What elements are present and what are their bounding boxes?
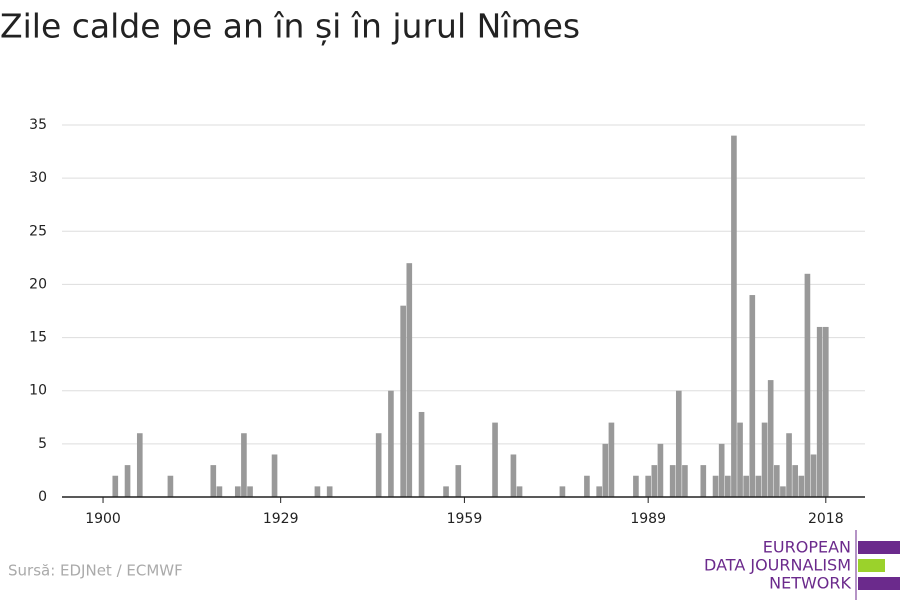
bar bbox=[516, 486, 523, 497]
bar bbox=[608, 422, 615, 497]
y-tick-label: 15 bbox=[29, 330, 47, 346]
bar bbox=[375, 433, 382, 497]
bar bbox=[731, 135, 737, 497]
bar bbox=[247, 486, 253, 497]
bar bbox=[510, 454, 517, 497]
bar bbox=[326, 486, 333, 497]
bar bbox=[633, 475, 639, 497]
bar bbox=[718, 443, 725, 497]
bar bbox=[675, 390, 682, 497]
bar bbox=[167, 475, 174, 497]
logo-text: EUROPEAN bbox=[763, 538, 851, 557]
bar bbox=[112, 475, 119, 497]
bar bbox=[780, 486, 786, 497]
bar bbox=[786, 433, 792, 497]
bar bbox=[822, 326, 829, 497]
bar bbox=[443, 486, 449, 497]
bar bbox=[700, 465, 707, 497]
bar bbox=[124, 465, 131, 497]
bar bbox=[216, 486, 223, 497]
bar bbox=[798, 475, 805, 497]
bar bbox=[388, 390, 394, 497]
bar bbox=[651, 465, 658, 497]
bar bbox=[418, 411, 425, 497]
bar bbox=[743, 475, 749, 497]
bar bbox=[584, 475, 590, 497]
x-tick-label: 2018 bbox=[808, 511, 844, 527]
bar bbox=[810, 454, 817, 497]
x-tick-label: 1900 bbox=[85, 511, 121, 527]
bar bbox=[455, 465, 462, 497]
bar bbox=[314, 486, 321, 497]
logo-text: DATA JOURNALISM bbox=[704, 556, 851, 575]
bar bbox=[792, 465, 798, 497]
logo-bar bbox=[858, 577, 900, 590]
bar bbox=[712, 475, 719, 497]
bar bbox=[816, 326, 823, 497]
bar bbox=[773, 465, 780, 497]
bar bbox=[669, 465, 676, 497]
bar bbox=[761, 422, 768, 497]
y-tick-label: 20 bbox=[29, 276, 47, 292]
source: Sursă: EDJNet / ECMWF bbox=[8, 562, 183, 580]
bar bbox=[596, 486, 602, 497]
x-tick-label: 1959 bbox=[447, 511, 483, 527]
logo-bar bbox=[858, 541, 900, 554]
x-tick-label: 1929 bbox=[263, 511, 299, 527]
bar bbox=[682, 465, 688, 497]
bar bbox=[755, 475, 762, 497]
bar bbox=[136, 433, 143, 497]
bar bbox=[400, 305, 406, 497]
bar bbox=[234, 486, 241, 497]
bar bbox=[804, 273, 811, 497]
y-tick-label: 25 bbox=[29, 223, 47, 239]
y-tick-label: 0 bbox=[38, 489, 47, 505]
x-tick-label: 1989 bbox=[630, 511, 666, 527]
y-tick-label: 10 bbox=[29, 383, 47, 399]
bar bbox=[271, 454, 278, 497]
bar bbox=[241, 433, 247, 497]
bar bbox=[645, 475, 651, 497]
bar bbox=[602, 443, 609, 497]
bar bbox=[559, 486, 566, 497]
logo-text: NETWORK bbox=[769, 574, 851, 593]
logo-bar bbox=[858, 559, 885, 572]
bar bbox=[724, 475, 731, 497]
y-tick-label: 30 bbox=[29, 170, 47, 186]
bar bbox=[767, 380, 774, 497]
bar bbox=[406, 263, 413, 497]
bar bbox=[210, 465, 217, 497]
y-tick-label: 35 bbox=[29, 117, 47, 133]
bar bbox=[657, 443, 664, 497]
logo: EUROPEAN DATA JOURNALISM NETWORK bbox=[704, 530, 900, 600]
chart-title: Zile calde pe an în și în jurul Nîmes bbox=[0, 7, 580, 46]
y-tick-label: 5 bbox=[38, 436, 47, 452]
bar bbox=[737, 422, 743, 497]
bar bbox=[749, 295, 756, 497]
bar bbox=[492, 422, 498, 497]
